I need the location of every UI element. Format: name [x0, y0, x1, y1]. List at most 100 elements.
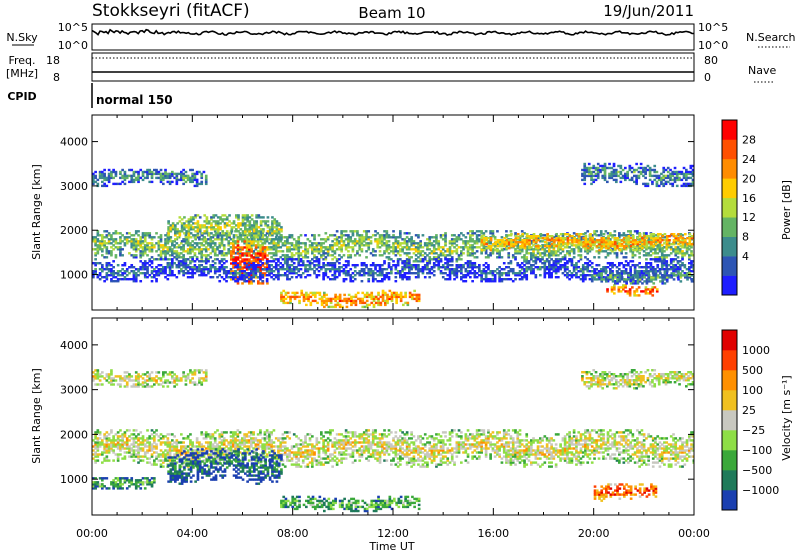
- power-cell: [130, 234, 134, 237]
- power-cell: [288, 242, 292, 245]
- power-cell: [333, 274, 337, 277]
- power-cell: [218, 232, 222, 235]
- power-cell: [599, 270, 603, 273]
- power-cell: [130, 238, 134, 241]
- power-cell: [236, 248, 240, 251]
- power-cell: [105, 272, 109, 275]
- power-cell: [308, 240, 312, 243]
- power-cell: [216, 234, 220, 237]
- power-cell: [612, 164, 616, 168]
- power-cell: [417, 248, 420, 251]
- power-cell: [581, 172, 584, 176]
- power-cell: [105, 230, 109, 233]
- power-cell: [473, 246, 477, 249]
- power-cell: [230, 226, 234, 229]
- power-cell: [268, 252, 271, 255]
- power-cell: [543, 262, 547, 265]
- power-cell: [98, 274, 102, 277]
- power-cell: [246, 218, 249, 221]
- power-cell: [211, 264, 215, 267]
- power-cell: [446, 250, 450, 253]
- power-cell: [232, 276, 235, 279]
- power-cell: [399, 299, 403, 303]
- power-cell: [101, 236, 104, 239]
- power-cell: [180, 242, 183, 245]
- power-cell: [261, 232, 264, 235]
- power-cell: [548, 274, 551, 277]
- power-cell: [399, 258, 402, 261]
- power-cell: [277, 238, 281, 241]
- power-cell: [621, 174, 625, 178]
- power-cell: [315, 244, 319, 247]
- power-cell: [583, 168, 587, 172]
- power-cell: [98, 172, 102, 176]
- nsearch-tick-top: 10^5: [698, 21, 728, 34]
- power-cell: [268, 242, 271, 245]
- power-cell: [408, 256, 411, 259]
- power-cell: [662, 182, 666, 186]
- power-cell: [437, 264, 441, 267]
- power-cell: [365, 266, 368, 269]
- power-cell: [155, 266, 158, 269]
- power-cell: [644, 170, 647, 174]
- power-cell: [412, 264, 416, 267]
- power-cell: [306, 238, 310, 241]
- power-cell: [266, 220, 270, 223]
- power-cell: [518, 278, 522, 281]
- power-cell: [203, 220, 207, 223]
- power-cell: [274, 242, 278, 245]
- power-cell: [654, 268, 657, 271]
- power-cell: [250, 224, 254, 227]
- power-cell: [671, 182, 675, 186]
- power-cell: [189, 168, 192, 172]
- power-cell: [570, 258, 574, 261]
- power-cell: [187, 224, 191, 227]
- power-cell: [94, 176, 97, 180]
- power-cell: [611, 236, 614, 239]
- power-cell: [618, 232, 621, 235]
- power-cell: [200, 238, 204, 241]
- power-cell: [494, 249, 497, 252]
- power-cell: [674, 254, 678, 257]
- power-cell: [530, 235, 534, 238]
- power-cell: [651, 268, 655, 271]
- power-cell: [248, 248, 251, 251]
- power-cell: [376, 246, 380, 249]
- power-cell: [270, 264, 273, 267]
- power-cell: [252, 260, 256, 263]
- power-cell: [581, 272, 585, 275]
- power-cell: [128, 252, 131, 255]
- power-cell: [473, 252, 477, 255]
- power-cell: [645, 274, 648, 277]
- power-cell: [663, 256, 666, 259]
- power-cell: [341, 305, 344, 309]
- power-cell: [603, 166, 607, 170]
- power-cell: [211, 260, 215, 263]
- power-cell: [299, 276, 303, 279]
- power-cell: [230, 254, 233, 257]
- power-cell: [655, 184, 659, 188]
- power-cell: [371, 270, 375, 273]
- power-cell: [527, 268, 531, 271]
- power-cell: [351, 232, 355, 235]
- power-cell: [338, 303, 342, 307]
- power-cell: [141, 242, 145, 245]
- power-cell: [110, 254, 113, 257]
- power-cell: [317, 262, 321, 265]
- power-cell: [678, 178, 681, 182]
- power-cell: [525, 262, 529, 265]
- power-cell: [550, 264, 553, 267]
- power-cell: [329, 268, 332, 271]
- power-cell: [173, 176, 176, 180]
- power-cell: [392, 242, 395, 245]
- power-cell: [624, 284, 627, 287]
- power-cell: [195, 244, 199, 247]
- power-cell: [299, 252, 303, 255]
- power-cell: [392, 246, 395, 249]
- power-cell: [292, 268, 296, 271]
- power-cell: [204, 268, 208, 271]
- power-cell: [471, 248, 474, 251]
- power-cell: [247, 238, 251, 241]
- power-cell: [393, 291, 396, 295]
- power-cell: [390, 246, 393, 249]
